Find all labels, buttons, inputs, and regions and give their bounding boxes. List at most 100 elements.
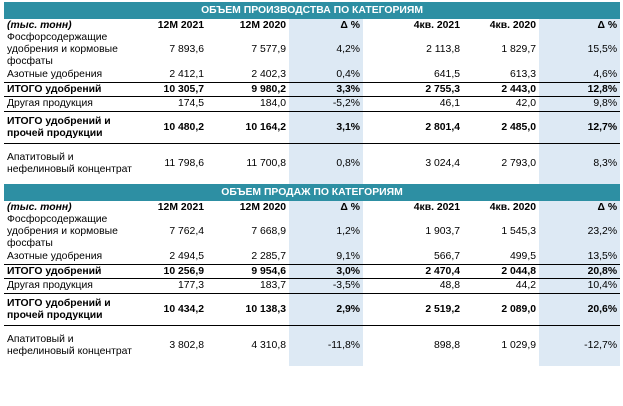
- row-value: 11 798,6: [164, 158, 204, 170]
- row-delta: 4,6%: [539, 68, 621, 83]
- row-value: 4 310,8: [251, 340, 286, 352]
- row-value: 1 903,7: [425, 226, 460, 238]
- table-row: Фосфорсодержащие удобрения и кормовые фо…: [4, 32, 621, 68]
- row-label: Азотные удобрения: [7, 251, 103, 263]
- row-value: 2 089,0: [463, 293, 539, 326]
- row-delta: 20,8%: [539, 264, 621, 279]
- row-delta: 0,4%: [289, 68, 363, 83]
- spacer-cell: [363, 68, 387, 83]
- col-delta-12m: Δ %: [289, 19, 363, 32]
- table-row: Азотные удобрения 2 412,1 2 402,3 0,4% 6…: [4, 68, 621, 83]
- row-value: 10 138,3: [207, 293, 289, 326]
- row-value: 613,3: [509, 69, 536, 81]
- row-value: 177,3: [177, 280, 204, 292]
- row-value: 7 668,9: [251, 226, 286, 238]
- sales-header-row: (тыс. тонн) 12М 2021 12М 2020 Δ % 4кв. 2…: [4, 201, 621, 214]
- row-value: 10 434,2: [142, 293, 207, 326]
- table-row: Апатитовый и нефелиновый концентрат 11 7…: [4, 143, 621, 185]
- table-row: Апатитовый и нефелиновый концентрат 3 80…: [4, 325, 621, 367]
- spacer-cell: [363, 144, 387, 185]
- sales-title-row: ОБЪЕМ ПРОДАЖ ПО КАТЕГОРИЯМ: [4, 184, 621, 201]
- col-delta-4q: Δ %: [539, 19, 621, 32]
- row-label: ИТОГО удобрений и прочей продукции: [4, 293, 142, 326]
- row-label: Фосфорсодержащие удобрения и кормовые фо…: [7, 32, 118, 67]
- row-value: 10 480,2: [142, 111, 207, 144]
- row-value: 183,7: [259, 280, 286, 292]
- row-delta: 10,4%: [539, 278, 621, 294]
- total-row: ИТОГО удобрений 10 305,7 9 980,2 3,3% 2 …: [4, 82, 621, 97]
- row-value: 174,5: [177, 98, 204, 110]
- table-row: Другая продукция 174,5 184,0 -5,2% 46,1 …: [4, 96, 621, 112]
- grand-total-row: ИТОГО удобрений и прочей продукции 10 48…: [4, 111, 621, 144]
- col-12m-2021: 12М 2021: [157, 19, 204, 31]
- production-header-row: (тыс. тонн) 12М 2021 12М 2020 Δ % 4кв. 2…: [4, 19, 621, 32]
- row-delta: 3,1%: [289, 111, 363, 144]
- categories-table: ОБЪЕМ ПРОИЗВОДСТВА ПО КАТЕГОРИЯМ (тыс. т…: [4, 2, 621, 367]
- row-value: 9 980,2: [207, 82, 289, 97]
- row-label: Фосфорсодержащие удобрения и кормовые фо…: [7, 214, 118, 249]
- table-row: Фосфорсодержащие удобрения и кормовые фо…: [4, 214, 621, 250]
- row-value: 2 801,4: [387, 111, 463, 144]
- row-value: 3 802,8: [169, 340, 204, 352]
- row-delta: 12,7%: [539, 111, 621, 144]
- row-value: 7 893,6: [169, 44, 204, 56]
- row-label: ИТОГО удобрений и прочей продукции: [4, 111, 142, 144]
- row-delta: 8,3%: [539, 143, 621, 184]
- spacer-cell: [363, 201, 387, 214]
- spacer-cell: [363, 32, 387, 68]
- row-label: Апатитовый и нефелиновый концентрат: [7, 152, 132, 175]
- col-4q-2020: 4кв. 2020: [489, 201, 536, 213]
- row-value: 2 402,3: [251, 69, 286, 81]
- row-delta: 1,2%: [289, 214, 363, 250]
- spacer-cell: [363, 97, 387, 112]
- row-delta: 4,2%: [289, 32, 363, 68]
- spacer-cell: [363, 293, 387, 326]
- row-value: 9 954,6: [207, 264, 289, 279]
- row-value: 46,1: [439, 98, 460, 110]
- row-value: 11 700,8: [246, 158, 286, 170]
- row-value: 10 164,2: [207, 111, 289, 144]
- row-label: Другая продукция: [7, 280, 93, 292]
- row-value: 2 755,3: [387, 82, 463, 97]
- col-12m-2021: 12М 2021: [157, 201, 204, 213]
- row-delta: 13,5%: [539, 250, 621, 265]
- spacer-cell: [363, 111, 387, 144]
- col-12m-2020: 12М 2020: [239, 19, 286, 31]
- col-4q-2020: 4кв. 2020: [489, 19, 536, 31]
- row-value: 7 577,9: [251, 44, 286, 56]
- unit-label: (тыс. тонн): [7, 201, 72, 213]
- row-value: 2 412,1: [169, 69, 204, 81]
- spacer-cell: [363, 214, 387, 250]
- spacer-cell: [363, 19, 387, 32]
- row-label: Апатитовый и нефелиновый концентрат: [7, 334, 132, 357]
- row-delta: 3,0%: [289, 264, 363, 279]
- col-delta-12m: Δ %: [289, 201, 363, 214]
- row-value: 2 113,8: [426, 44, 460, 56]
- row-delta: 9,1%: [289, 250, 363, 265]
- row-value: 2 470,4: [387, 264, 463, 279]
- row-delta: -12,7%: [539, 325, 621, 366]
- row-value: 48,8: [439, 280, 460, 292]
- row-delta: 20,6%: [539, 293, 621, 326]
- row-value: 3 024,4: [425, 158, 460, 170]
- unit-label: (тыс. тонн): [7, 19, 72, 31]
- row-value: 2 485,0: [463, 111, 539, 144]
- grand-total-row: ИТОГО удобрений и прочей продукции 10 43…: [4, 293, 621, 326]
- row-value: 566,7: [433, 251, 460, 263]
- row-value: 1 029,9: [501, 340, 536, 352]
- row-delta: -5,2%: [289, 96, 363, 112]
- row-value: 1 829,7: [501, 44, 536, 56]
- table-row: Другая продукция 177,3 183,7 -3,5% 48,8 …: [4, 278, 621, 294]
- row-delta: -11,8%: [289, 325, 363, 366]
- total-row: ИТОГО удобрений 10 256,9 9 954,6 3,0% 2 …: [4, 264, 621, 279]
- row-label: Азотные удобрения: [7, 69, 103, 81]
- row-value: 10 256,9: [142, 264, 207, 279]
- spacer-cell: [363, 326, 387, 367]
- row-value: 499,5: [509, 251, 536, 263]
- row-delta: 23,2%: [539, 214, 621, 250]
- spacer-cell: [363, 264, 387, 279]
- col-delta-4q: Δ %: [539, 201, 621, 214]
- row-value: 641,5: [433, 69, 460, 81]
- row-value: 2 494,5: [169, 251, 204, 263]
